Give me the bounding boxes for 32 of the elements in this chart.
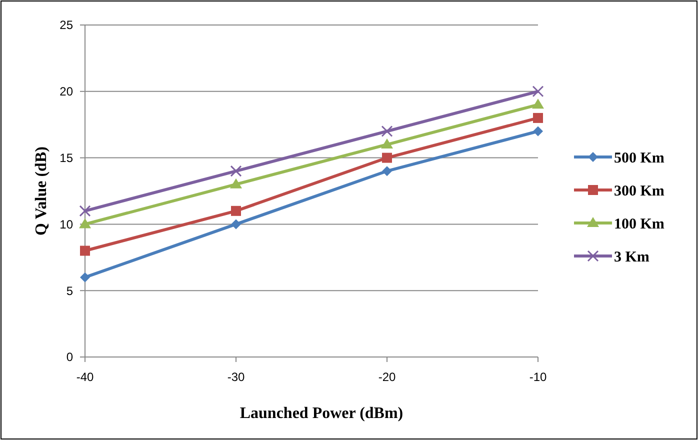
- point: [230, 178, 242, 188]
- point: [532, 86, 544, 98]
- point: [533, 126, 543, 136]
- y-tick-label: 5: [66, 284, 74, 298]
- point: [79, 218, 91, 228]
- x-tick-label: -20: [378, 370, 396, 384]
- point: [532, 98, 544, 109]
- y-tick-label: 20: [60, 84, 74, 99]
- y-tick-label: 0: [66, 350, 74, 364]
- point: [533, 112, 543, 123]
- legend-label: 100 Km: [614, 216, 665, 232]
- point: [381, 125, 393, 137]
- point: [382, 152, 392, 163]
- x-tick-label: -40: [76, 370, 94, 384]
- point: [79, 205, 91, 217]
- y-tick-label: 10: [60, 217, 74, 232]
- legend-label: 500 Km: [614, 150, 665, 166]
- y-axis-title: Q Value (dB): [33, 146, 50, 236]
- point: [230, 165, 242, 177]
- point: [381, 138, 393, 149]
- y-tick-label: 15: [60, 151, 74, 165]
- point: [382, 166, 392, 176]
- point: [80, 246, 90, 256]
- x-tick-label: -30: [227, 370, 245, 384]
- point: [231, 219, 241, 230]
- x-axis-title: Launched Power (dBm): [240, 405, 404, 422]
- x-tick-label: -10: [529, 370, 547, 384]
- point: [231, 206, 241, 216]
- legend-label: 3 Km: [614, 249, 650, 266]
- point: [80, 272, 90, 282]
- y-tick-label: 25: [60, 18, 74, 32]
- legend-label: 300 Km: [614, 183, 665, 200]
